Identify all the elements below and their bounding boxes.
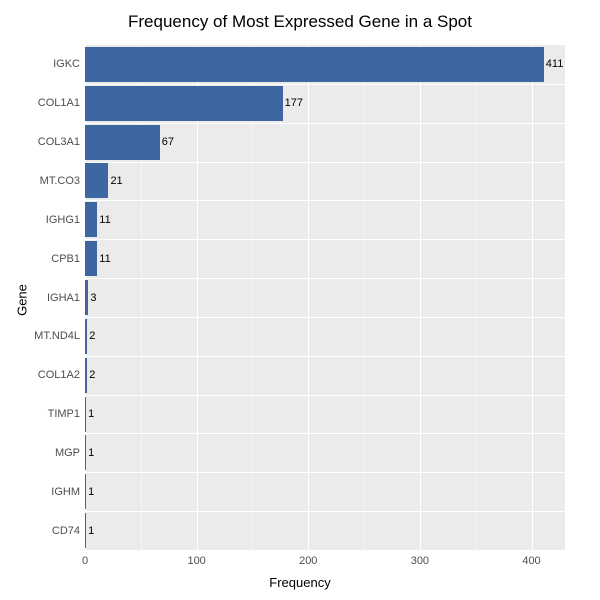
y-tick-label: TIMP1 <box>48 408 80 420</box>
x-tick-label: 300 <box>411 555 429 567</box>
y-tick-label: IGHM <box>51 486 80 498</box>
bar-value-label: 1 <box>88 525 94 537</box>
bar-value-label: 3 <box>90 292 96 304</box>
y-axis-label: Gene <box>14 284 29 316</box>
gridline-horizontal <box>85 433 565 434</box>
gridline-vertical <box>420 45 421 550</box>
x-axis-label: Frequency <box>0 575 600 590</box>
bar <box>85 513 86 548</box>
gridline-horizontal <box>85 356 565 357</box>
y-tick-label: IGHG1 <box>46 214 80 226</box>
x-tick-label: 100 <box>187 555 205 567</box>
bar <box>85 280 88 315</box>
y-tick-label: MT.CO3 <box>40 175 80 187</box>
gridline-horizontal <box>85 511 565 512</box>
y-tick-label: MT.ND4L <box>34 330 80 342</box>
gene-frequency-chart: Frequency of Most Expressed Gene in a Sp… <box>0 0 600 600</box>
bar-value-label: 21 <box>110 175 122 187</box>
x-tick-label: 0 <box>82 555 88 567</box>
bar <box>85 435 86 470</box>
x-tick-label: 200 <box>299 555 317 567</box>
bar <box>85 474 86 509</box>
gridline-vertical <box>308 45 309 550</box>
gridline-vertical-minor <box>476 45 477 550</box>
gridline-vertical-minor <box>252 45 253 550</box>
bar-value-label: 67 <box>162 136 174 148</box>
gridline-horizontal <box>85 317 565 318</box>
gridline-horizontal <box>85 123 565 124</box>
bar <box>85 319 87 354</box>
bar-value-label: 1 <box>88 408 94 420</box>
gridline-horizontal <box>85 395 565 396</box>
gridline-horizontal <box>85 84 565 85</box>
gridline-vertical-minor <box>141 45 142 550</box>
y-tick-label: CD74 <box>52 525 80 537</box>
bar <box>85 202 97 237</box>
bar-value-label: 1 <box>88 486 94 498</box>
gridline-horizontal <box>85 200 565 201</box>
bar-value-label: 1 <box>88 447 94 459</box>
bar-value-label: 11 <box>99 214 110 226</box>
bar <box>85 358 87 393</box>
bar-value-label: 411 <box>546 58 564 70</box>
y-tick-label: COL1A2 <box>38 369 80 381</box>
bar <box>85 163 108 198</box>
bar <box>85 47 544 82</box>
bar-value-label: 177 <box>285 97 303 109</box>
bar <box>85 125 160 160</box>
bar-value-label: 2 <box>89 369 95 381</box>
bar <box>85 86 283 121</box>
bar-value-label: 2 <box>89 330 95 342</box>
plot-area: 411177672111113221111 <box>85 45 565 550</box>
y-tick-label: IGHA1 <box>47 292 80 304</box>
gridline-horizontal <box>85 278 565 279</box>
chart-title: Frequency of Most Expressed Gene in a Sp… <box>0 12 600 32</box>
gridline-horizontal <box>85 239 565 240</box>
y-tick-label: COL1A1 <box>38 97 80 109</box>
y-tick-label: CPB1 <box>51 253 80 265</box>
gridline-horizontal <box>85 472 565 473</box>
gridline-vertical <box>197 45 198 550</box>
gridline-vertical <box>532 45 533 550</box>
bar <box>85 241 97 276</box>
y-tick-label: COL3A1 <box>38 136 80 148</box>
bar-value-label: 11 <box>99 253 110 265</box>
gridline-horizontal <box>85 162 565 163</box>
bar <box>85 397 86 432</box>
y-tick-label: MGP <box>55 447 80 459</box>
x-tick-label: 400 <box>522 555 540 567</box>
gridline-vertical-minor <box>364 45 365 550</box>
y-tick-label: IGKC <box>53 58 80 70</box>
